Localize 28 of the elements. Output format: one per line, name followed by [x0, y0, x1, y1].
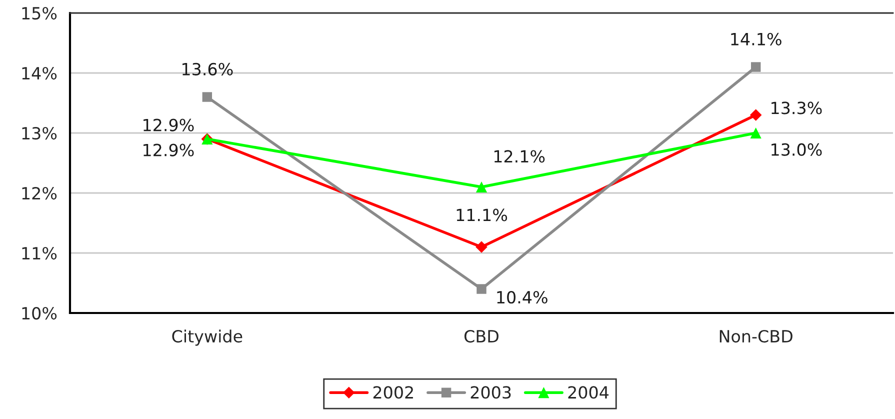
- point: [476, 284, 486, 294]
- data-label: 12.1%: [494, 150, 545, 163]
- point: [750, 62, 761, 72]
- y-tick-label: 12%: [22, 186, 57, 200]
- y-tick-label: 14%: [22, 66, 57, 80]
- data-label: 14.1%: [731, 32, 782, 46]
- data-label: 10.4%: [497, 290, 548, 304]
- data-label: 12.9%: [144, 144, 194, 156]
- x-tick-label: Citywide: [172, 330, 242, 346]
- point: [750, 127, 762, 139]
- y-tick-label: 11%: [22, 246, 57, 260]
- data-label: 13.0%: [772, 143, 822, 156]
- point: [750, 109, 762, 121]
- point: [202, 92, 212, 102]
- x-tick-label: Non-CBD: [720, 330, 792, 343]
- data-label: 12.9%: [144, 118, 194, 132]
- legend-label: 2003: [470, 386, 511, 399]
- legend-label: 2004: [568, 386, 609, 399]
- x-tick-label: CBD: [464, 330, 498, 343]
- legend-label: 2002: [373, 386, 413, 399]
- y-tick-label: 13%: [22, 126, 57, 140]
- data-label: 13.6%: [182, 62, 233, 76]
- point: [476, 181, 488, 193]
- y-tick-label: 10%: [22, 306, 57, 320]
- y-tick-label: 15%: [22, 6, 57, 20]
- data-label: 11.1%: [456, 208, 508, 222]
- point: [476, 241, 488, 253]
- data-label: 13.3%: [772, 102, 822, 114]
